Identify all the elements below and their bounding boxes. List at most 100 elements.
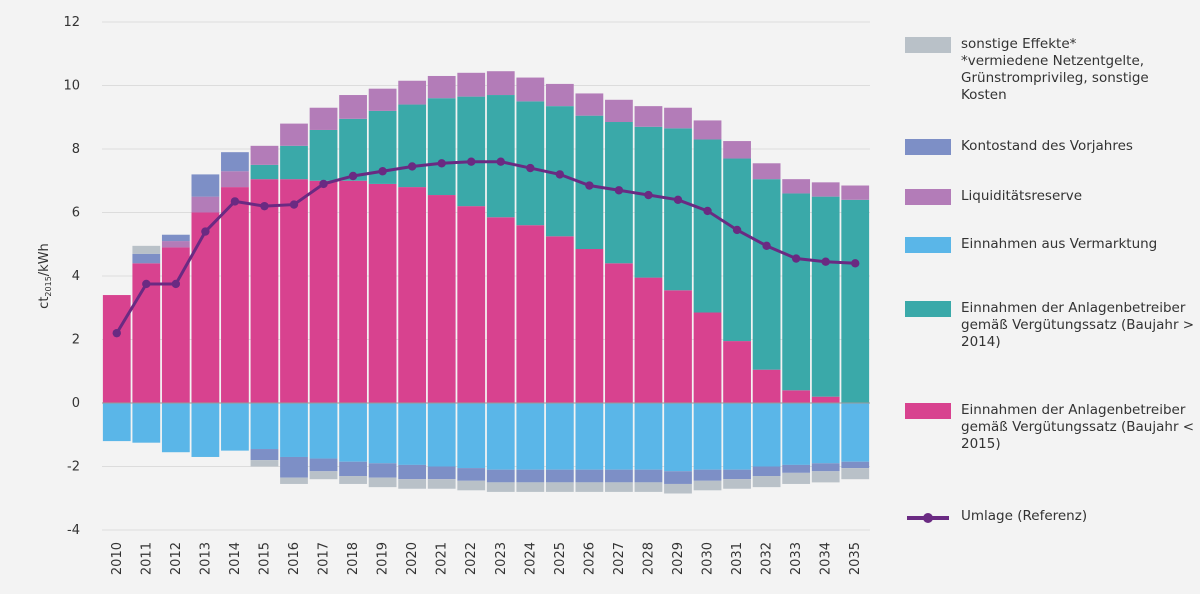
bar-segment [841, 461, 870, 469]
x-tick-label: 2022 [464, 542, 479, 575]
y-tick-label: 6 [72, 206, 80, 221]
bar-segment [693, 120, 722, 140]
bar-segment [575, 249, 604, 403]
umlage-point [201, 227, 210, 236]
bar-segment [664, 290, 692, 403]
y-label-sub: 2015 [44, 276, 53, 296]
bar-segment [457, 206, 486, 403]
bar-segment [398, 104, 427, 188]
bar-segment [486, 403, 515, 470]
bar-segment [693, 139, 722, 313]
bar-segment [427, 466, 456, 480]
bar-segment [841, 468, 870, 480]
bar-segment [693, 469, 722, 481]
bar-segment [309, 180, 338, 403]
umlage-point [496, 157, 505, 166]
bar-segment [811, 471, 840, 483]
y-tick-label: -2 [67, 460, 80, 475]
umlage-point [112, 328, 121, 338]
bar-segment [309, 129, 338, 181]
bar-segment [132, 253, 161, 264]
bar-segment [605, 99, 633, 123]
bar-segment [516, 403, 545, 470]
umlage-point [319, 179, 328, 189]
bar-segment [280, 123, 308, 146]
x-tick-label: 2030 [701, 542, 716, 575]
bar-segment [368, 403, 397, 464]
bar-segment [457, 96, 486, 207]
bar-segment [339, 476, 367, 484]
umlage-point [703, 206, 712, 216]
legend-label: Einnahmen der Anlagenbetreiber gemäß Ver… [961, 300, 1195, 350]
x-tick-label: 2016 [287, 542, 302, 575]
bar-segment [280, 145, 308, 180]
bar-segment [280, 403, 308, 457]
legend-label: Liquiditätsreserve [961, 188, 1083, 204]
bar-segment [545, 482, 574, 492]
bar-segment [723, 403, 751, 470]
bar-segment [811, 403, 840, 464]
bar-segment [398, 187, 427, 403]
bar-segment [161, 403, 190, 453]
y-tick-label: 12 [63, 15, 80, 30]
bar-segment [811, 396, 840, 403]
bar-segment [516, 469, 545, 483]
bar-segment [427, 75, 456, 99]
umlage-point [407, 162, 417, 171]
y-tick-label: 8 [72, 142, 80, 157]
bar-segment [457, 72, 486, 97]
x-tick-label: 2020 [405, 542, 420, 575]
legend-swatch [905, 301, 951, 317]
umlage-point [732, 225, 742, 235]
bar-segment [782, 472, 811, 484]
legend-item: sonstige Effekte* *vermiedene Netzentgelt… [905, 36, 1195, 104]
bar-segment [841, 199, 870, 403]
x-tick-label: 2011 [139, 542, 154, 575]
bar-segment [605, 482, 633, 492]
legend-item: Liquiditätsreserve [905, 188, 1195, 205]
bar-segment [368, 183, 397, 403]
bar-segment [841, 185, 870, 200]
umlage-point [526, 163, 535, 173]
bar-segment [693, 312, 722, 403]
bar-segment [309, 471, 338, 480]
bar-segment [723, 479, 751, 489]
bar-segment [191, 174, 220, 197]
bar-segment [752, 403, 781, 467]
x-tick-label: 2028 [641, 542, 656, 575]
legend-swatch [905, 37, 951, 53]
bar-segment [516, 101, 545, 226]
bar-segment [575, 469, 604, 483]
bar-segment [132, 403, 161, 443]
x-tick-label: 2014 [228, 542, 243, 575]
bar-segment [575, 403, 604, 470]
bar-segment [634, 469, 663, 483]
legend-swatch [905, 403, 951, 419]
bar-segment [516, 77, 545, 102]
bar-segment [309, 107, 338, 130]
umlage-point [467, 157, 476, 166]
bar-segment [664, 471, 692, 484]
bar-segment [605, 403, 633, 470]
umlage-point [378, 167, 387, 176]
bar-segment [752, 466, 781, 477]
y-tick-label: 4 [72, 269, 80, 284]
umlage-point [762, 241, 771, 251]
y-tick-label: -4 [67, 523, 80, 538]
x-tick-label: 2024 [523, 542, 538, 575]
umlage-point [791, 254, 801, 263]
bar-segment [250, 460, 279, 467]
bar-segment [723, 141, 751, 159]
x-tick-label: 2035 [848, 542, 863, 575]
x-tick-label: 2026 [582, 542, 597, 575]
legend-item: Umlage (Referenz) [905, 508, 1195, 525]
bar-segment [782, 390, 811, 403]
bar-segment [693, 480, 722, 491]
legend-label: Einnahmen aus Vermarktung [961, 236, 1158, 252]
bar-segment [457, 480, 486, 491]
legend-item: Einnahmen aus Vermarktung [905, 236, 1195, 253]
bar-segment [221, 171, 249, 188]
y-tick-label: 2 [72, 333, 80, 348]
x-tick-label: 2012 [169, 542, 184, 575]
